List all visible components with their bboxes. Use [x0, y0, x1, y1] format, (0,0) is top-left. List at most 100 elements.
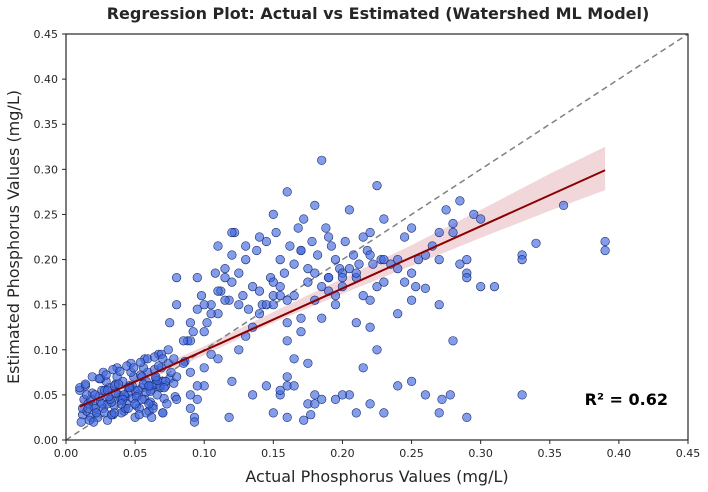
data-point	[413, 255, 424, 265]
data-point	[101, 370, 111, 380]
data-point	[299, 214, 309, 224]
data-point	[227, 376, 237, 387]
data-point	[407, 268, 417, 278]
data-point	[407, 376, 417, 387]
data-point	[310, 200, 320, 210]
data-point	[379, 214, 389, 224]
data-point	[455, 196, 465, 206]
data-point	[434, 255, 444, 265]
data-point	[448, 218, 458, 229]
data-point	[379, 277, 389, 287]
data-point	[213, 286, 223, 296]
data-point	[448, 227, 458, 238]
data-point	[330, 394, 341, 405]
data-point	[243, 304, 254, 314]
data-point	[192, 394, 202, 405]
data-point	[282, 372, 292, 382]
data-point	[220, 295, 230, 305]
data-point	[172, 300, 182, 310]
x-tick-label: 0.20	[330, 447, 355, 460]
data-point	[162, 399, 172, 409]
x-tick-label: 0.35	[538, 447, 563, 460]
data-point	[137, 394, 147, 405]
y-tick-label: 0.40	[34, 73, 59, 86]
data-point	[351, 318, 361, 328]
data-point	[313, 250, 323, 260]
data-point	[189, 417, 200, 427]
x-tick-label: 0.45	[676, 447, 701, 460]
data-point	[317, 394, 327, 405]
x-axis-title: Actual Phosphorus Values (mg/L)	[245, 467, 508, 486]
data-point	[358, 232, 368, 242]
data-point	[303, 264, 313, 274]
data-point	[420, 283, 431, 294]
data-point	[517, 390, 527, 400]
data-point	[185, 403, 195, 414]
data-point	[307, 236, 317, 247]
data-point	[365, 399, 375, 409]
data-point	[144, 381, 154, 391]
data-point	[275, 385, 285, 396]
data-point	[434, 300, 444, 310]
data-point	[91, 408, 101, 418]
r-squared-annotation: R² = 0.62	[585, 390, 668, 409]
data-point	[434, 408, 444, 418]
data-point	[88, 417, 99, 427]
data-point	[337, 273, 348, 283]
data-point	[476, 214, 486, 224]
data-point	[234, 345, 244, 355]
y-axis-ticks: 0.00 0.05 0.10 0.15 0.20 0.25 0.30 0.35 0.40 0.45	[34, 28, 66, 447]
data-point	[172, 273, 182, 283]
data-point	[372, 345, 382, 355]
y-tick-label: 0.25	[34, 208, 59, 221]
data-point	[80, 379, 90, 389]
data-point	[407, 295, 417, 305]
data-point	[178, 336, 189, 346]
data-point	[163, 345, 173, 355]
data-point	[185, 390, 195, 400]
data-point	[344, 264, 355, 274]
data-point	[82, 390, 92, 400]
y-tick-label: 0.20	[34, 254, 59, 267]
data-point	[188, 327, 198, 337]
data-point	[379, 255, 389, 265]
data-point	[224, 412, 234, 423]
x-tick-label: 0.05	[123, 447, 148, 460]
data-point	[330, 300, 341, 310]
data-point	[234, 300, 244, 310]
y-tick-label: 0.00	[34, 434, 59, 447]
data-point	[206, 349, 216, 359]
data-point	[348, 250, 359, 260]
data-point	[330, 255, 341, 265]
data-point	[261, 381, 272, 391]
data-point	[306, 410, 316, 420]
data-point	[372, 282, 382, 292]
data-point	[275, 291, 285, 301]
data-point	[411, 282, 421, 292]
data-point	[365, 322, 375, 332]
data-point	[282, 318, 292, 328]
data-point	[282, 412, 292, 423]
x-tick-label: 0.30	[468, 447, 493, 460]
data-point	[196, 291, 207, 301]
y-tick-label: 0.15	[34, 299, 59, 312]
data-point	[441, 205, 451, 215]
data-point	[144, 399, 154, 409]
data-point	[299, 415, 309, 425]
y-tick-label: 0.45	[34, 28, 59, 41]
data-point	[227, 277, 237, 287]
data-point	[165, 318, 175, 328]
data-point	[254, 286, 265, 296]
data-point	[166, 367, 176, 377]
data-point	[210, 268, 220, 278]
data-point	[123, 403, 133, 414]
data-point	[558, 200, 569, 210]
data-point	[324, 273, 334, 283]
data-point	[400, 277, 410, 287]
data-point	[199, 327, 209, 337]
data-point	[462, 255, 472, 265]
data-point	[158, 354, 168, 364]
data-point	[192, 304, 202, 314]
data-point	[289, 259, 299, 269]
data-point	[437, 394, 447, 405]
